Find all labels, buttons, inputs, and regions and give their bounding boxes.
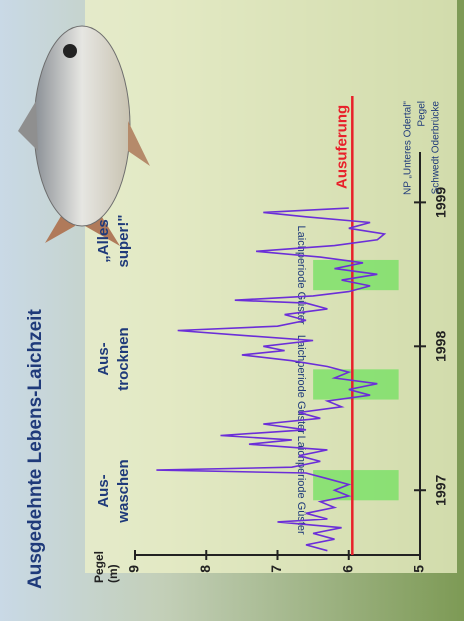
annotation: Aus-: [95, 474, 112, 507]
annotation: Aus-: [95, 342, 112, 375]
threshold-label: Ausuferung: [333, 105, 350, 189]
y-tick-label: 5: [411, 565, 427, 573]
x-tick-label: 1998: [433, 331, 449, 362]
slide: Ausgedehnte Lebens-Laichzeit Laichperiod…: [0, 0, 464, 621]
y-tick-label: 7: [268, 565, 284, 573]
x-tick-label: 1997: [433, 474, 449, 505]
source-note: NP „Unteres Odertal": [403, 101, 414, 195]
y-tick-label: 6: [339, 565, 355, 573]
annotation: trocknen: [115, 327, 132, 390]
chart: Ausgedehnte Lebens-Laichzeit Laichperiod…: [0, 0, 464, 621]
chart-panel: [85, 0, 457, 573]
annotation: super!": [115, 215, 132, 268]
page: {"title":"Ausgedehnte Lebens-Laichzeit",…: [0, 0, 464, 621]
y-tick-label: 8: [197, 565, 213, 573]
source-note: Schwedt Oderbrücke: [431, 101, 442, 195]
y-tick-label: 9: [126, 565, 142, 573]
slide-title: Ausgedehnte Lebens-Laichzeit: [25, 309, 46, 589]
y-axis-label: Pegel: [92, 551, 106, 583]
y-axis-label: (m): [106, 564, 120, 583]
spawning-period: [313, 470, 399, 500]
annotation: „Alles: [95, 219, 112, 262]
period-label: Laichperiode Güster: [295, 226, 307, 325]
spawning-period: [313, 369, 399, 399]
annotation: waschen: [115, 459, 132, 523]
source-note: Pegel: [417, 101, 428, 127]
